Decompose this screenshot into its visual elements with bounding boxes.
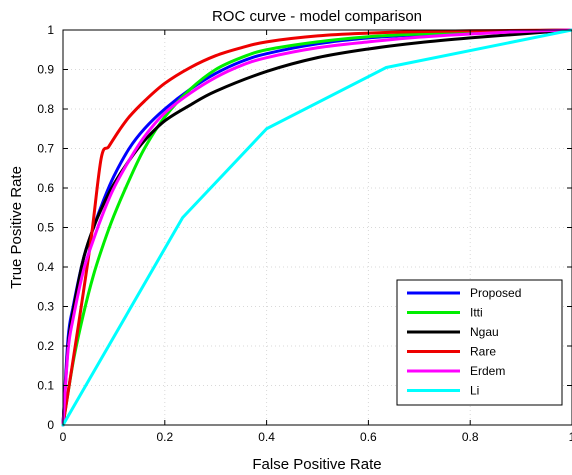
chart-title: ROC curve - model comparison — [212, 8, 422, 25]
axis-ticks: 0 0.2 0.4 0.6 0.8 1 0 0.1 0.2 0.3 0.4 0.5 0.6 0.7 0.8 0… — [37, 23, 572, 444]
y-tick-label: 0.2 — [37, 339, 54, 353]
x-tick-label: 0.8 — [462, 430, 479, 444]
series-line-erdem — [61, 28, 572, 427]
y-tick-label: 0.3 — [37, 300, 54, 314]
legend-label-rare: Rare — [470, 345, 496, 359]
series-line-itti — [61, 28, 572, 427]
legend-label-itti: Itti — [470, 306, 483, 320]
y-tick-label: 0.6 — [37, 181, 54, 195]
series-lines — [61, 28, 572, 427]
x-axis-title: False Positive Rate — [252, 456, 381, 473]
y-tick-label: 0 — [47, 418, 54, 432]
y-tick-label: 0.8 — [37, 102, 54, 116]
y-tick-label: 0.4 — [37, 260, 54, 274]
x-tick-label: 0.4 — [258, 430, 275, 444]
x-tick-label: 0.6 — [360, 430, 377, 444]
y-tick-label: 0.7 — [37, 142, 54, 156]
y-tick-label: 0.1 — [37, 379, 54, 393]
legend-box — [396, 279, 563, 406]
y-tick-label: 0.9 — [37, 63, 54, 77]
x-tick-label: 0.2 — [156, 430, 173, 444]
y-axis-title: True Positive Rate — [8, 166, 25, 289]
legend-label-erdem: Erdem — [470, 364, 505, 378]
legend-label-ngau: Ngau — [470, 325, 499, 339]
x-tick-label: 0 — [60, 430, 67, 444]
series-line-li — [61, 28, 572, 427]
series-line-ngau — [61, 28, 572, 427]
x-tick-label: 1 — [569, 430, 572, 444]
legend: Proposed Itti Ngau Rare Erdem Li — [396, 279, 563, 406]
y-tick-label: 0.5 — [37, 221, 54, 235]
series-line-rare — [61, 28, 572, 427]
y-tick-label: 1 — [47, 23, 54, 37]
legend-label-proposed: Proposed — [470, 286, 521, 300]
legend-label-li: Li — [470, 384, 479, 398]
